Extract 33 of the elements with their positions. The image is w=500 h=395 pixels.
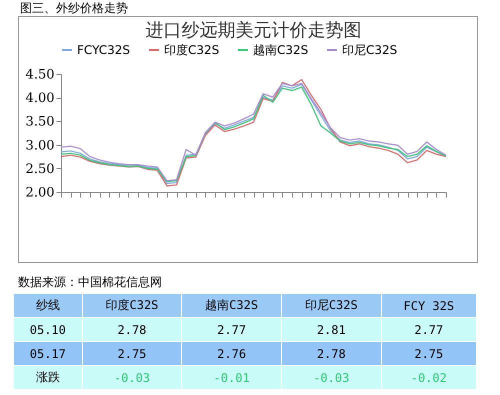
text: 05.10 [14,318,82,342]
text: -0.01 [182,366,282,390]
chart-title: 进口纱远期美元计价走势图 [146,20,362,41]
text: 2.81 [281,318,382,342]
text: 2.78 [82,318,182,342]
legend-label: 越南C32S [253,43,308,57]
text: 印尼C32S [281,294,382,318]
text: 越南C32S [182,294,282,318]
text: 2.75 [82,342,182,366]
text: 纱线 [14,294,82,318]
text: 2.78 [281,342,382,366]
y-tick-label: 2.00 [26,186,54,200]
text: -0.03 [281,366,382,390]
y-tick-label: 3.00 [26,138,54,154]
source-note: 数据来源：中国棉花信息网 [18,274,162,291]
y-tick-label: 3.50 [26,114,54,130]
text: 2.76 [182,342,282,366]
text: 图三、外纱价格走势 [20,0,128,17]
text: 2.75 [381,342,476,366]
legend-label: 印尼C32S [342,43,398,57]
legend-label: FCYC32S [77,43,130,57]
text: 印度C32S [82,294,182,318]
text: -0.02 [381,366,476,390]
text: 05.17 [14,342,82,366]
text: 2.77 [381,318,476,342]
text: -0.03 [82,366,182,390]
y-tick-label: 2.50 [26,162,54,177]
text: FCY 32S [381,294,476,318]
legend-label: 印度C32S [164,43,220,57]
y-tick-label: 4.00 [26,91,54,106]
text: 2.77 [182,318,282,342]
text: 涨跌 [14,366,82,390]
y-tick-label: 4.50 [26,68,54,82]
